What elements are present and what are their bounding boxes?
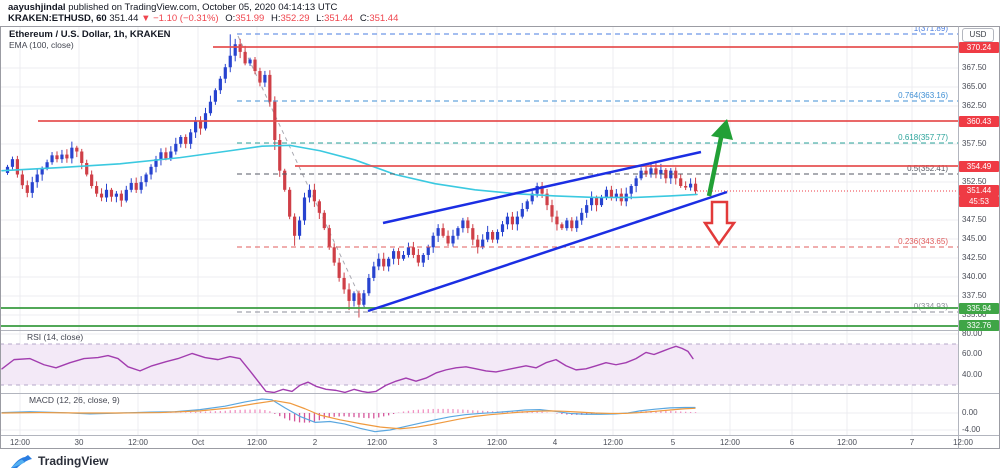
time-tick-label: 12:00	[9, 438, 31, 447]
price-tick-label: 342.50	[962, 253, 987, 262]
tradingview-logo[interactable]: TradingView	[10, 452, 108, 470]
price-tick-label: 337.50	[962, 291, 987, 300]
annotation-arrows	[702, 119, 737, 247]
svg-text:0.236(343.65): 0.236(343.65)	[898, 237, 948, 246]
time-tick-label: 5	[670, 438, 676, 447]
time-tick-label: 3	[432, 438, 438, 447]
price-tick-label: 362.50	[962, 101, 987, 110]
price-badge: 351.44	[959, 184, 999, 196]
price-badge: 370.24	[959, 41, 999, 53]
time-tick-label: 12:00	[836, 438, 858, 447]
symbol-label: KRAKEN:ETHUSD, 60	[8, 13, 107, 24]
price-tick-label: 335.00	[962, 310, 987, 319]
publish-info: aayushjindal published on TradingView.co…	[8, 2, 337, 13]
symbol-ohlc-row: KRAKEN:ETHUSD, 60 351.44 ▼ −1.10 (−0.31%…	[8, 13, 398, 24]
close-value: C:351.44	[359, 13, 399, 24]
svg-text:1(371.89): 1(371.89)	[914, 24, 949, 33]
time-tick-label: 30	[74, 438, 84, 447]
time-tick-label: 4	[552, 438, 558, 447]
macd-pane	[1, 398, 697, 433]
open-value: O:351.99	[225, 13, 265, 24]
currency-toggle[interactable]: USD	[962, 28, 994, 42]
svg-text:0.5(352.41): 0.5(352.41)	[907, 164, 948, 173]
low-value: L:351.44	[316, 13, 354, 24]
rsi-tick-label: 60.00	[962, 349, 983, 358]
publish-text: published on TradingView.com, October 05…	[65, 2, 338, 13]
time-tick-label: 12:00	[719, 438, 741, 447]
time-tick-label: 7	[909, 438, 915, 447]
rsi-band	[0, 343, 958, 386]
time-tick-label: 12:00	[602, 438, 624, 447]
svg-text:0(334.93): 0(334.93)	[914, 302, 949, 311]
price-tick-label: 357.50	[962, 139, 987, 148]
time-tick-label: 12:00	[127, 438, 149, 447]
price-badge: 45:53	[959, 195, 999, 207]
high-value: H:352.29	[270, 13, 310, 24]
price-badge: 360.43	[959, 115, 999, 127]
rsi-indicator-label: RSI (14, close)	[27, 332, 84, 342]
time-tick-label: 6	[789, 438, 795, 447]
time-tick-label: 12:00	[366, 438, 388, 447]
fib-retracement: 1(371.89) 0.764(363.16) 0.618(357.77) 0.5(3…	[237, 24, 958, 313]
price-tick-label: 347.50	[962, 215, 987, 224]
macd-tick-label: -4.00	[962, 425, 981, 434]
price-pane: 1(371.89) 0.764(363.16) 0.618(357.77) 0.5(3…	[0, 24, 958, 327]
tradingview-logo-icon	[11, 454, 32, 468]
time-tick-label: 12:00	[246, 438, 268, 447]
price-tick-label: 345.00	[962, 234, 987, 243]
time-tick-label: 2	[312, 438, 318, 447]
price-badge: 332.76	[959, 319, 999, 331]
chart-title: Ethereum / U.S. Dollar, 1h, KRAKEN	[9, 29, 171, 40]
tradingview-brand-text: TradingView	[38, 454, 109, 468]
macd-indicator-label: MACD (12, 26, close, 9)	[29, 395, 120, 405]
rsi-pane	[1, 345, 694, 393]
macd-tick-label: 0.00	[962, 408, 978, 417]
author-name: aayushjindal	[8, 2, 66, 13]
rsi-tick-label: 80.00	[962, 329, 983, 338]
price-badge: 354.49	[959, 160, 999, 172]
svg-text:0.764(363.16): 0.764(363.16)	[898, 91, 948, 100]
time-tick-label: 12:00	[952, 438, 974, 447]
svg-text:0.618(357.77): 0.618(357.77)	[898, 133, 948, 142]
price-badge: 335.94	[959, 302, 999, 314]
ema-indicator-label: EMA (100, close)	[9, 40, 74, 50]
price-tick-label: 365.00	[962, 82, 987, 91]
time-tick-label: Oct	[191, 438, 205, 447]
rsi-tick-label: 40.00	[962, 370, 983, 379]
time-tick-label: 12:00	[486, 438, 508, 447]
last-price: 351.44	[109, 13, 142, 24]
price-tick-label: 340.00	[962, 272, 987, 281]
price-tick-label: 352.50	[962, 177, 987, 186]
price-tick-label: 367.50	[962, 63, 987, 72]
price-change: ▼ −1.10 (−0.31%)	[141, 13, 219, 24]
